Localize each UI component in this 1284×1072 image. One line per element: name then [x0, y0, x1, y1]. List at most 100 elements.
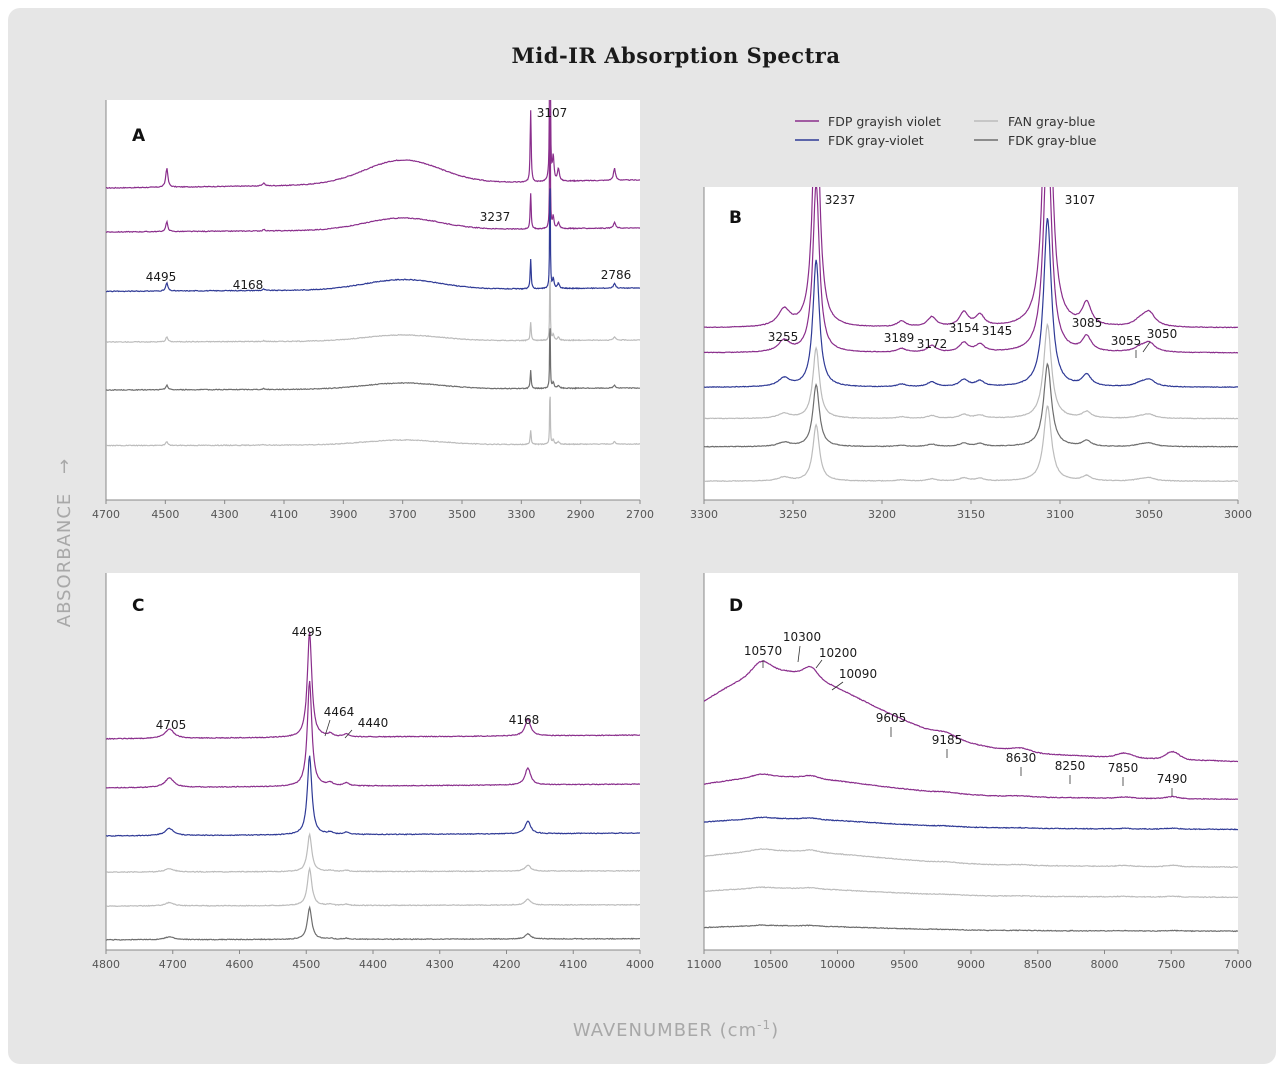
panel-d-trace-3: [704, 848, 1238, 869]
panel-a-tick-label-3: 4100: [270, 508, 298, 521]
panel-b-trace-0: [704, 187, 1238, 329]
panel-d-plot-area: [704, 573, 1238, 950]
panel-d-peak-label-5: 9185: [932, 733, 963, 747]
panel-b-tick-label-6: 3000: [1224, 508, 1252, 521]
panel-c-traces: [106, 631, 640, 941]
panel-c-plot-area: [106, 573, 640, 950]
panel-b-trace-4: [704, 362, 1238, 448]
panel-c-trace-5: [106, 905, 640, 941]
panel-d-tick-label-7: 7500: [1157, 958, 1185, 971]
panel-d-leader-2: [815, 659, 823, 669]
legend-label-2: FAN gray-blue: [1008, 114, 1096, 129]
panel-a-tick-label-4: 3900: [329, 508, 357, 521]
panel-c-tick-label-2: 4600: [226, 958, 254, 971]
panel-c-tick-label-6: 4200: [493, 958, 521, 971]
legend-label-1: FDK gray-violet: [828, 133, 924, 148]
panel-b-tick-label-3: 3150: [957, 508, 985, 521]
panel-c-tick-label-5: 4300: [426, 958, 454, 971]
panel-b-trace-2: [704, 218, 1238, 389]
panel-c-peak-label-4: 4168: [509, 713, 540, 727]
panel-d-peak-label-2: 10200: [819, 646, 857, 660]
panel-d-tick-label-1: 10500: [753, 958, 788, 971]
panel-d-trace-1: [704, 773, 1238, 801]
panel-d-peak-label-9: 7490: [1157, 772, 1188, 786]
panel-a-trace-4: [106, 328, 640, 392]
panel-a-trace-2: [106, 188, 640, 293]
panel-c-tick-label-0: 4800: [92, 958, 120, 971]
panel-a-tick-label-1: 4500: [151, 508, 179, 521]
panel-a-peak-label-1: 4168: [233, 278, 264, 292]
panel-d-tick-label-8: 7000: [1224, 958, 1252, 971]
panel-b-trace-3: [704, 322, 1238, 420]
panel-d-trace-2: [704, 816, 1238, 831]
panel-a-plot-area: [106, 100, 640, 500]
panel-d-peak-label-4: 9605: [876, 711, 907, 725]
y-axis-label-group: ABSORBANCE →: [54, 459, 75, 627]
panel-c-peak-label-2: 4464: [324, 705, 355, 719]
panel-d-tick-label-0: 11000: [687, 958, 722, 971]
panel-b-peak-label-5: 3145: [982, 324, 1013, 338]
panel-c-trace-4: [106, 866, 640, 908]
panel-d-tick-label-5: 8500: [1024, 958, 1052, 971]
panel-d-tick-label-4: 9000: [957, 958, 985, 971]
panel-a-tick-label-9: 2700: [626, 508, 654, 521]
panel-a-traces: [106, 100, 640, 447]
panel-a-peak-label-2: 3237: [480, 210, 511, 224]
panel-d-peak-label-8: 7850: [1108, 761, 1139, 775]
panel-b-tick-label-5: 3050: [1135, 508, 1163, 521]
panel-a-peak-label-3: 3107: [537, 106, 568, 120]
panel-b-trace-5: [704, 405, 1238, 483]
panel-d-letter: D: [729, 596, 743, 616]
panel-c-trace-2: [106, 755, 640, 837]
panel-b-peak-label-1: 3237: [825, 193, 856, 207]
panel-b-leader-1: [1142, 341, 1151, 353]
panel-c-leader-1: [344, 729, 353, 739]
panel-d-tick-label-6: 8000: [1091, 958, 1119, 971]
panel-a-tick-label-5: 3700: [389, 508, 417, 521]
panel-b-peak-label-0: 3255: [768, 330, 799, 344]
panel-c-peak-label-3: 4440: [358, 716, 389, 730]
panel-b-peak-label-3: 3172: [917, 337, 948, 351]
x-axis-label: WAVENUMBER (cm-1): [573, 1018, 779, 1041]
panel-c-peak-label-1: 4495: [292, 625, 323, 639]
legend-label-0: FDP grayish violet: [828, 114, 941, 129]
panel-d-peak-label-0: 10570: [744, 644, 782, 658]
figure-title: Mid-IR Absorption Spectra: [512, 43, 841, 68]
panel-c-tick-label-3: 4500: [292, 958, 320, 971]
panel-b-peak-label-9: 3050: [1147, 327, 1178, 341]
panel-d-trace-4: [704, 886, 1238, 899]
panel-d-leader-1: [797, 645, 801, 663]
panel-c-trace-0: [106, 631, 640, 740]
panel-b-traces: [704, 187, 1238, 483]
panel-a-tick-label-8: 2900: [567, 508, 595, 521]
panel-b-tick-label-0: 3300: [690, 508, 718, 521]
panel-b-tick-label-1: 3250: [779, 508, 807, 521]
panel-c-tick-label-8: 4000: [626, 958, 654, 971]
panel-a-peak-label-4: 2786: [601, 268, 632, 282]
panel-c-trace-3: [106, 832, 640, 874]
panel-c-peak-label-0: 4705: [156, 718, 187, 732]
panel-d-trace-0: [704, 660, 1238, 763]
panel-a-trace-5: [106, 396, 640, 447]
panel-a-tick-label-6: 3500: [448, 508, 476, 521]
y-axis-label: ABSORBANCE: [54, 493, 75, 628]
panel-a-trace-0: [106, 100, 640, 189]
legend: FDP grayish violet FDK gray-violet FAN g…: [795, 114, 1097, 148]
panel-c-tick-label-4: 4400: [359, 958, 387, 971]
panel-a-trace-3: [106, 280, 640, 344]
panel-c-letter: C: [132, 596, 144, 616]
panel-b-letter: B: [729, 208, 742, 228]
panel-d-peak-label-3: 10090: [839, 667, 877, 681]
panel-d-trace-5: [704, 924, 1238, 933]
panel-d-tick-label-2: 10000: [820, 958, 855, 971]
plot-layer: 4700 4500 4300 4100 3900 3700 3500 3300 2900 2700…: [92, 100, 1252, 971]
panel-a-trace-1: [106, 109, 640, 233]
panel-a-tick-label-7: 3300: [507, 508, 535, 521]
panel-b-peak-label-8: 3055: [1111, 334, 1142, 348]
panel-d-tick-label-3: 9500: [890, 958, 918, 971]
panel-c-tick-label-1: 4700: [159, 958, 187, 971]
panel-b-peak-label-2: 3189: [884, 331, 915, 345]
panel-d-traces: [704, 660, 1238, 933]
legend-label-3: FDK gray-blue: [1008, 133, 1097, 148]
